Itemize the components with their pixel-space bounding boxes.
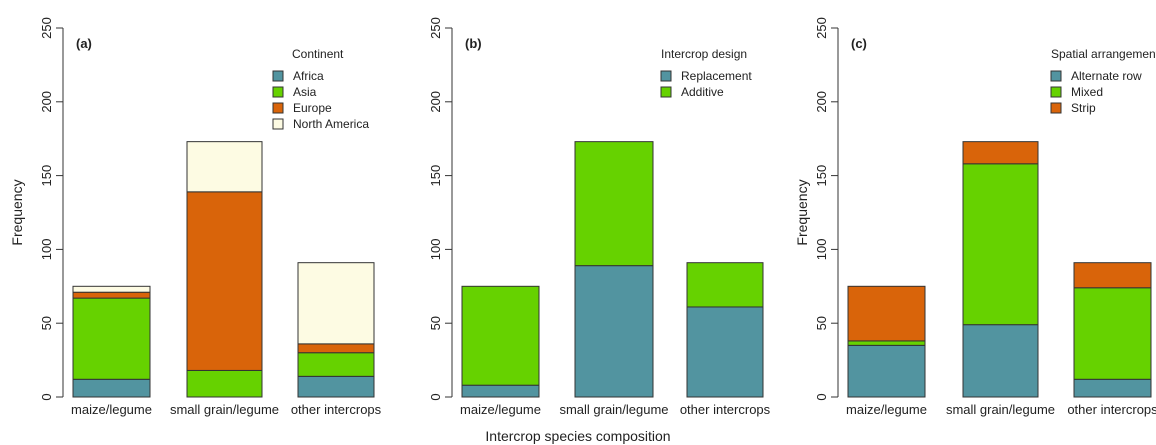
x-category-label: maize/legume [71,402,152,417]
panel-label: (b) [465,36,482,51]
y-tick-label: 100 [39,239,54,261]
legend-swatch [272,102,284,114]
x-category-label: maize/legume [846,402,927,417]
legend-swatch [660,86,672,98]
panel-label: (c) [851,36,867,51]
bar-segment [962,163,1039,326]
legend-title: Intercrop design [661,47,747,61]
y-tick-label: 50 [39,316,54,330]
x-category-label: small grain/legume [170,402,279,417]
bar-segment [686,262,764,308]
bar-segment [297,262,375,345]
bar-segment [1073,378,1152,398]
panel-label: (a) [76,36,92,51]
y-tick-label: 200 [428,91,443,113]
bar-segment [1073,262,1152,289]
y-tick-label: 0 [39,393,54,400]
bar-segment [72,297,151,380]
bar-segment [574,265,654,398]
legend-swatch [1050,102,1062,114]
x-category-label: other intercrops [1067,402,1156,417]
legend-item: North America [293,117,369,131]
legend-swatch [272,70,284,82]
y-tick-label: 150 [428,165,443,187]
bar-segment [186,191,263,371]
legend-item: Alternate row [1071,69,1142,83]
bar-segment [186,141,263,193]
x-category-label: other intercrops [291,402,382,417]
bar-segment [72,291,151,299]
bar-segment [461,285,540,386]
y-tick-label: 150 [814,165,829,187]
legend-swatch [1050,70,1062,82]
bar-segment [72,378,151,398]
panel-3: 0 50 100 150 200 250 Frequency (c) maize/legume s… [794,17,1156,417]
legend-title: Continent [292,47,344,61]
bar-segment [686,306,764,398]
panels: 0 50 100 150 200 250 Frequency (a) maize/legume s… [9,17,1156,417]
y-tick-label: 250 [814,17,829,39]
shared-x-axis-title: Intercrop species composition [485,428,670,444]
bar-segment [297,352,375,377]
bar-segment [847,285,926,342]
y-tick-label: 150 [39,165,54,187]
bar-segment [297,343,375,354]
legend-swatch [660,70,672,82]
y-tick-label: 100 [814,239,829,261]
legend-swatch [272,118,284,130]
y-tick-label: 250 [39,17,54,39]
legend-item: Africa [293,69,324,83]
x-category-label: other intercrops [680,402,771,417]
legend-title: Spatial arrangement [1051,47,1156,61]
bar-segment [962,141,1039,165]
legend-item: Asia [293,85,317,99]
bar-segment [574,141,654,267]
y-tick-label: 50 [814,316,829,330]
legend-swatch [272,86,284,98]
y-tick-label: 200 [39,91,54,113]
x-category-label: small grain/legume [559,402,668,417]
legend-item: Additive [681,85,724,99]
panel-1: 0 50 100 150 200 250 Frequency (a) maize/legume s… [9,17,382,417]
bar-segment [297,375,375,398]
bar-segment [847,340,926,346]
legend-item: Strip [1071,101,1096,115]
legend-item: Replacement [681,69,752,83]
bar-segment [72,285,151,293]
y-axis-label: Frequency [794,179,810,245]
y-tick-label: 50 [428,316,443,330]
bar-segment [186,369,263,398]
y-tick-label: 0 [814,393,829,400]
y-tick-label: 0 [428,393,443,400]
y-tick-label: 200 [814,91,829,113]
y-tick-label: 100 [428,239,443,261]
x-category-label: small grain/legume [946,402,1055,417]
bar-segment [1073,287,1152,380]
x-category-label: maize/legume [460,402,541,417]
panel-2: 0 50 100 150 200 250 (b) maize/legume small grai… [428,17,771,417]
legend-swatch [1050,86,1062,98]
legend-item: Europe [293,101,332,115]
y-axis-label: Frequency [9,179,25,245]
legend-item: Mixed [1071,85,1103,99]
bar-segment [962,324,1039,398]
y-tick-label: 250 [428,17,443,39]
bar-segment [847,344,926,398]
bar-segment [461,384,540,398]
